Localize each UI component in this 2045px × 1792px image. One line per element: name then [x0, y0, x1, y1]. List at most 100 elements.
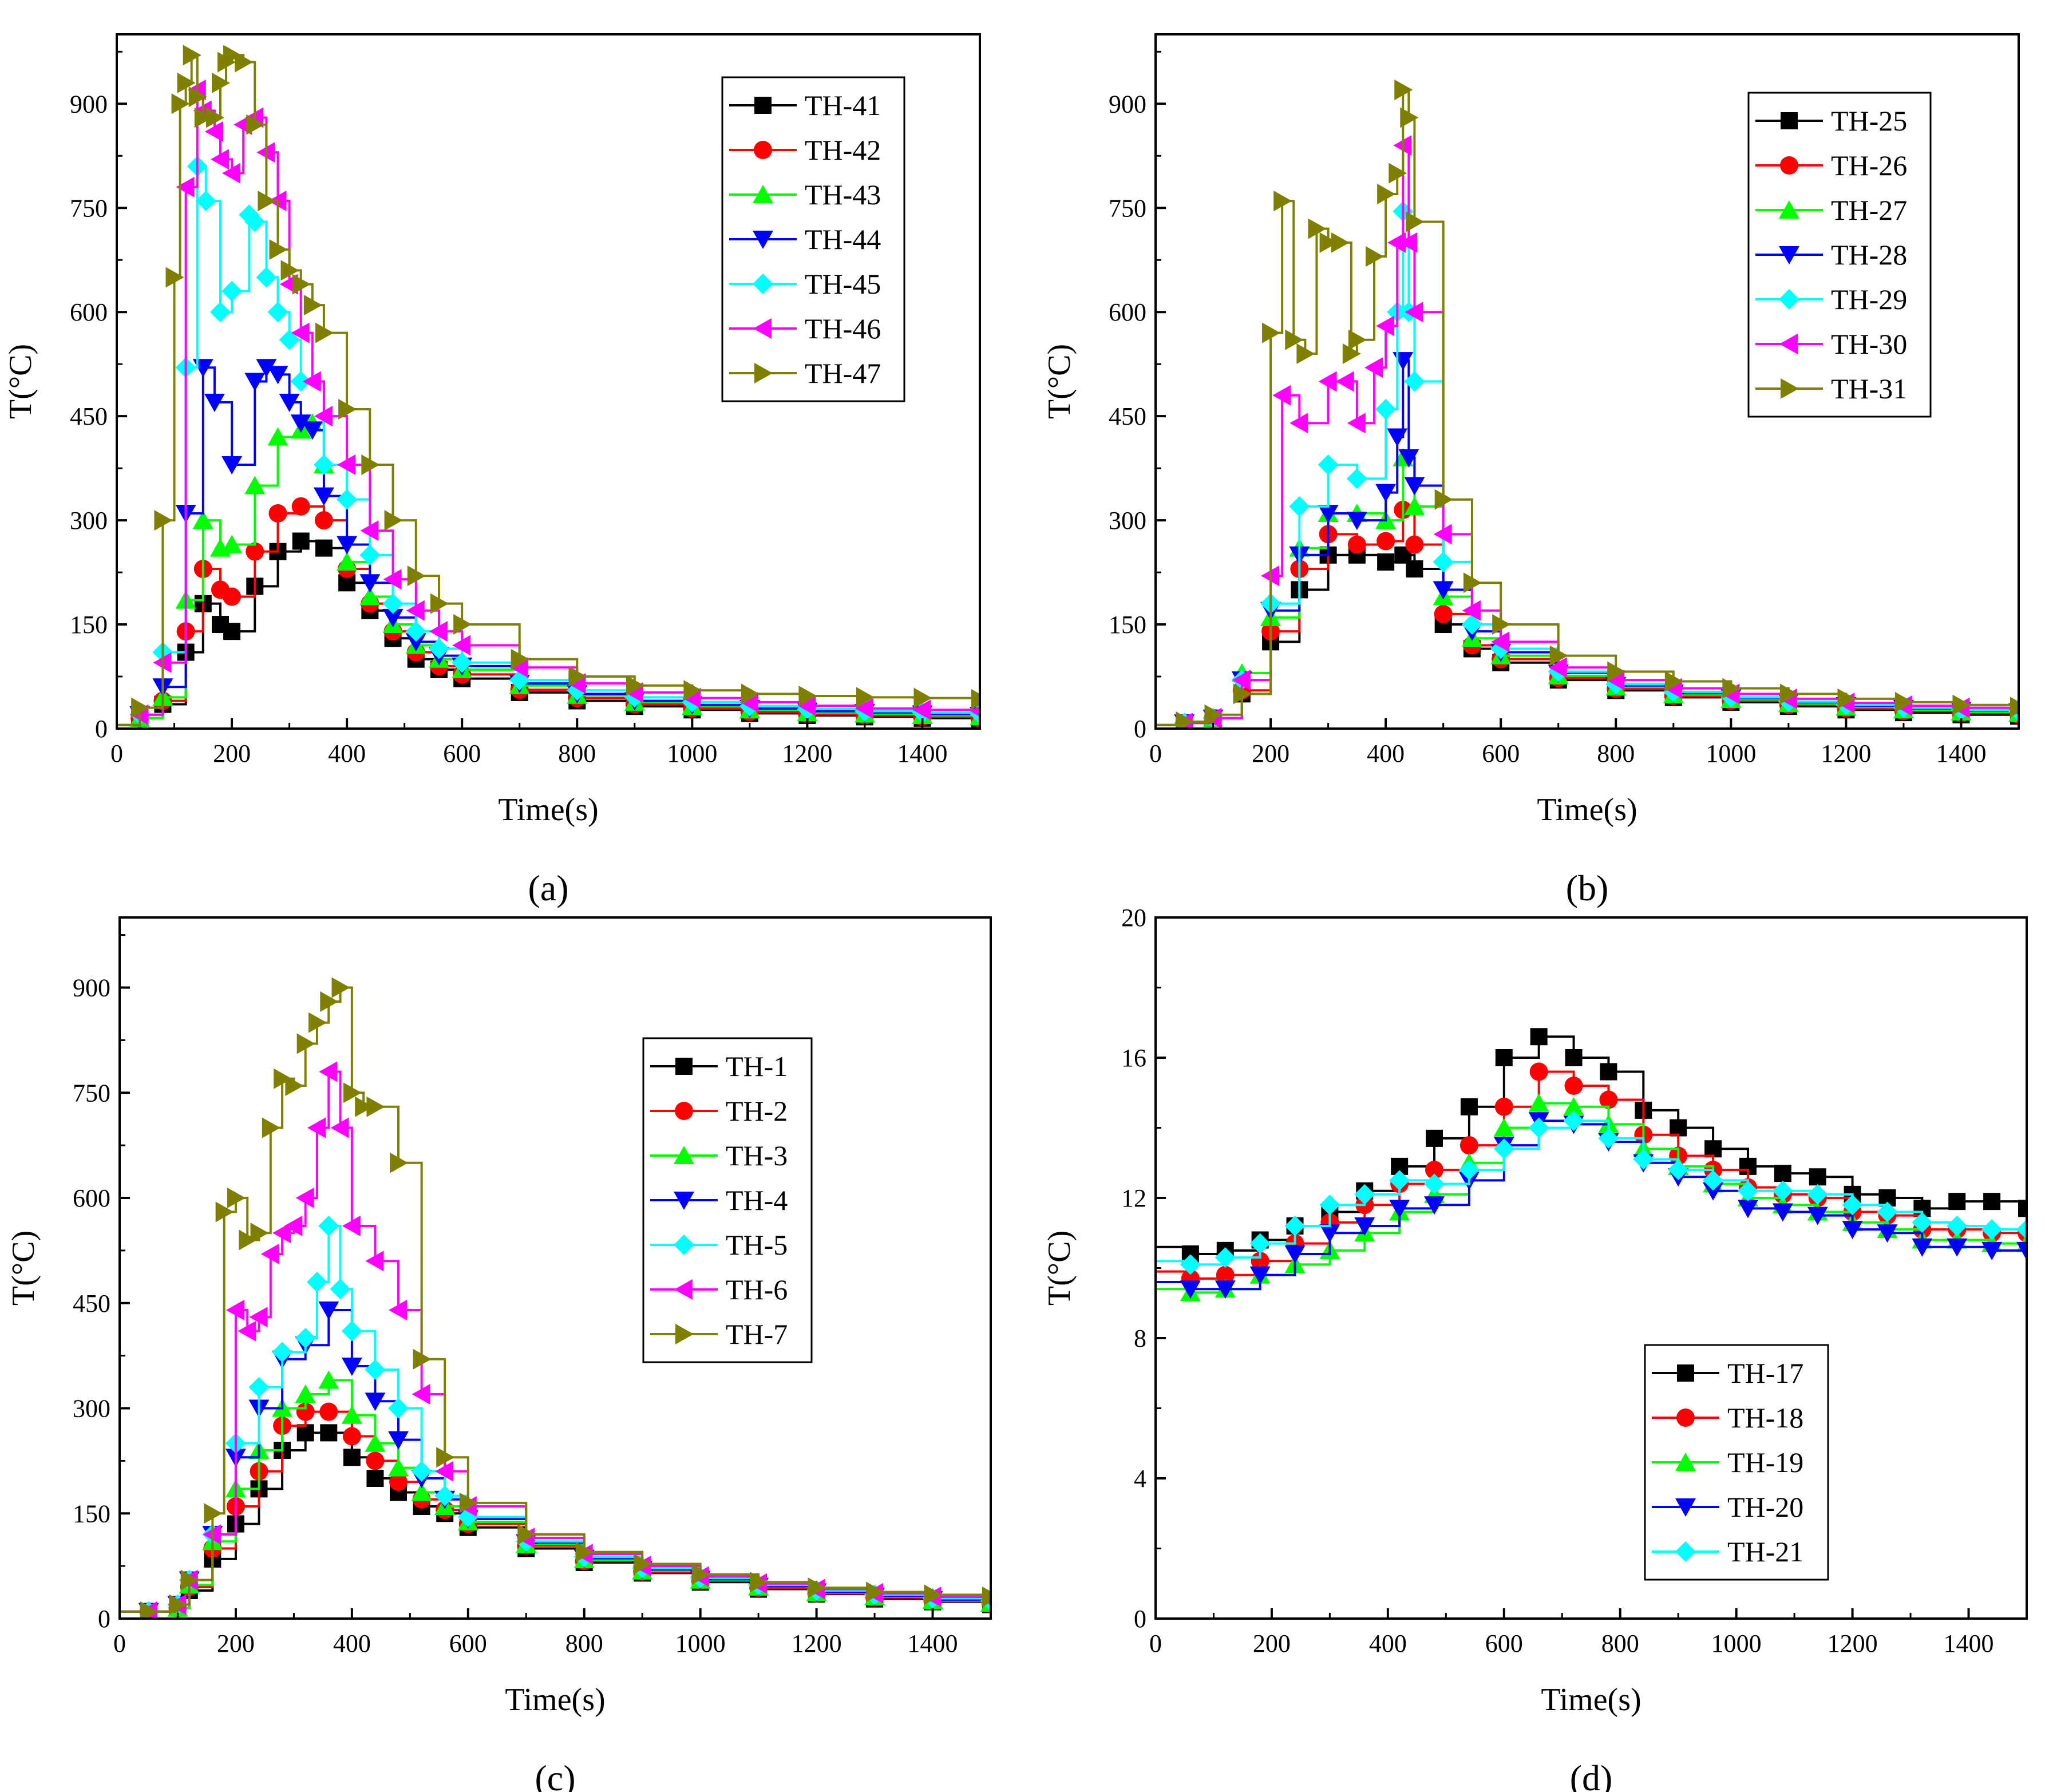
data-point	[912, 699, 931, 721]
y-tick-label: 750	[73, 1079, 110, 1107]
y-tick-label: 750	[70, 194, 108, 222]
data-point	[575, 1541, 594, 1562]
data-point	[1389, 1170, 1410, 1191]
data-point	[244, 476, 266, 495]
legend-marker	[754, 363, 773, 383]
data-point	[318, 1216, 339, 1236]
y-tick-label: 900	[73, 974, 110, 1002]
data-point	[1529, 1062, 1548, 1081]
y-tick-label: 4	[1134, 1465, 1146, 1493]
data-point	[1877, 1201, 1898, 1223]
data-point	[1404, 496, 1425, 515]
data-point	[284, 1216, 303, 1236]
x-tick-label: 400	[333, 1629, 371, 1657]
data-point	[343, 1082, 362, 1103]
legend-entry: TH-30	[1831, 328, 1907, 360]
data-point	[1809, 1168, 1826, 1186]
legend-marker	[674, 1192, 694, 1210]
y-tick-label: 0	[1134, 1605, 1146, 1633]
panel-label: (c)	[535, 1758, 575, 1792]
chart-panel-d: 0 200 400 600 800 1000 1200 1400 0 4 8 12 16 20 Time(s…	[1042, 904, 2028, 1792]
data-point	[434, 1485, 456, 1506]
data-point	[1331, 232, 1350, 253]
y-tick-label: 300	[70, 507, 108, 535]
data-point	[1722, 678, 1741, 699]
data-point	[2010, 697, 2019, 718]
data-point	[1335, 371, 1354, 392]
data-point	[1493, 1118, 1514, 1137]
data-point	[1433, 551, 1454, 572]
data-point	[267, 427, 288, 446]
y-tick-label: 0	[98, 1605, 110, 1633]
x-tick-label: 1000	[1706, 739, 1756, 768]
data-point	[1376, 315, 1395, 337]
data-point	[319, 1402, 338, 1421]
legend-marker	[753, 318, 772, 339]
data-point	[204, 393, 225, 412]
data-point	[1952, 694, 1971, 715]
data-point	[221, 456, 243, 475]
legend-entry: TH-41	[805, 89, 881, 121]
data-point	[131, 697, 150, 718]
series-line-th-20	[1156, 1119, 2027, 1291]
data-point	[1600, 1063, 1617, 1081]
data-point	[1981, 1219, 2003, 1240]
data-point	[204, 1503, 223, 1524]
data-point	[1458, 1160, 1480, 1180]
data-point	[1389, 1200, 1410, 1219]
data-point	[337, 489, 358, 510]
panel-label: (d)	[1570, 1758, 1613, 1792]
data-point	[1807, 1184, 1828, 1205]
x-tick-label: 1000	[675, 1629, 726, 1657]
x-tick-label: 400	[1369, 1629, 1407, 1657]
data-point	[1772, 1203, 1793, 1222]
data-point	[407, 565, 426, 587]
data-point	[1364, 357, 1383, 378]
legend-entry: TH-2	[726, 1095, 788, 1127]
legend-marker	[675, 1102, 693, 1120]
data-point	[1912, 1212, 1933, 1233]
data-point	[1272, 385, 1291, 406]
data-point	[359, 544, 381, 565]
data-point	[517, 1524, 536, 1545]
data-point	[188, 86, 207, 108]
legend-marker	[1779, 246, 1799, 264]
data-point	[750, 1572, 769, 1593]
data-point	[436, 1447, 455, 1468]
data-point	[295, 1384, 316, 1403]
x-tick-label: 800	[558, 739, 596, 768]
data-point	[140, 1601, 159, 1619]
data-point	[1398, 449, 1419, 468]
x-tick-label: 200	[1252, 739, 1290, 768]
data-point	[204, 121, 223, 142]
legend-entry: TH-44	[805, 223, 881, 255]
data-point	[366, 1470, 384, 1487]
data-point	[1981, 1241, 2003, 1260]
x-tick-label: 800	[1597, 739, 1635, 768]
data-point	[1703, 1170, 1724, 1191]
data-point	[221, 535, 243, 553]
data-point	[314, 406, 333, 427]
y-tick-label: 12	[1121, 1184, 1146, 1212]
x-axis-label: Time(s)	[1537, 792, 1637, 828]
series-th-7	[120, 977, 991, 1619]
data-point	[1433, 581, 1454, 600]
series-th-6	[120, 1061, 991, 1619]
legend-entry: TH-43	[805, 179, 881, 211]
data-point	[1565, 1049, 1583, 1066]
data-point	[1354, 1217, 1375, 1236]
data-point	[1564, 1077, 1583, 1095]
x-tick-label: 1400	[1944, 1629, 1994, 1657]
panel-label: (a)	[528, 868, 568, 908]
legend: TH-17 TH-18 TH-19 TH-20 TH-21	[1644, 1344, 1829, 1581]
data-point	[238, 1320, 256, 1342]
data-point	[1494, 1097, 1513, 1116]
data-point	[1180, 1254, 1201, 1275]
data-point	[365, 1393, 386, 1411]
y-tick-label: 8	[1134, 1324, 1146, 1352]
series-th-44	[117, 359, 980, 726]
series-line-th-21	[1156, 1119, 2027, 1266]
series-line-th-17	[1156, 1035, 2027, 1255]
data-point	[227, 1188, 246, 1208]
data-point	[1426, 1129, 1443, 1147]
